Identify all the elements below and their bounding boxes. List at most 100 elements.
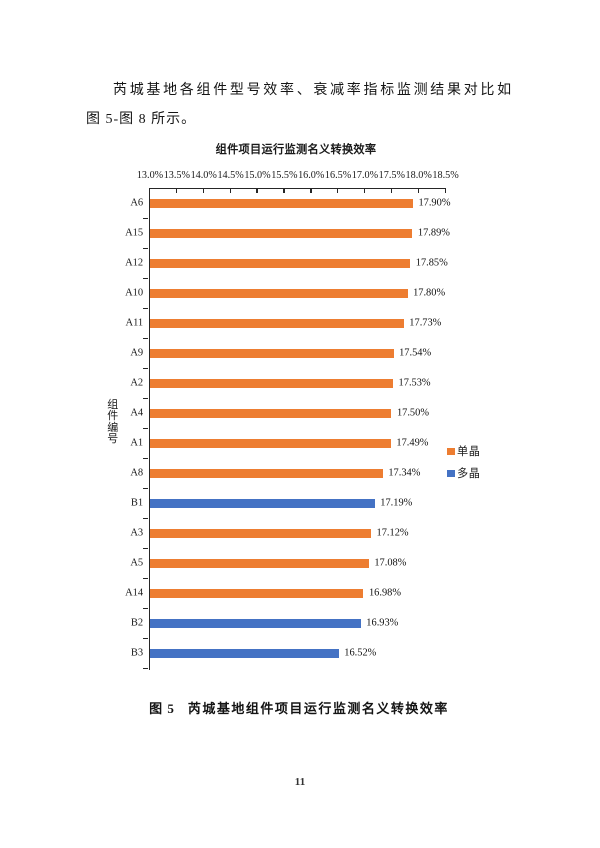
- y-axis-tick: [143, 637, 149, 640]
- category-label-A1: A1: [130, 437, 144, 449]
- y-axis-tick: [143, 667, 149, 670]
- bar-A6: [149, 198, 413, 208]
- category-label-B2: B2: [130, 617, 144, 629]
- bar-A4: [149, 408, 392, 418]
- value-label-A6: 17.90%: [418, 197, 451, 209]
- bar-B1: [149, 498, 375, 508]
- legend-item-多晶: 多晶: [447, 466, 480, 480]
- x-axis-tick: [175, 188, 178, 193]
- x-axis-tick: [283, 188, 285, 193]
- bar-A1: [149, 438, 391, 448]
- legend-swatch-icon: [447, 447, 455, 455]
- y-axis-tick: [143, 337, 149, 340]
- plot-area: A6 17.90% A15 17.89% A12 17.85% A10 17.80% A11 17…: [125, 187, 450, 670]
- value-label-B3: 16.52%: [344, 647, 377, 659]
- x-tick-label: 18.5%: [432, 170, 459, 182]
- bar-A12: [149, 258, 411, 268]
- x-tick-label: 16.5%: [324, 170, 352, 182]
- bar-A3: [149, 528, 372, 538]
- chart-title: 组件项目运行监测名义转换效率: [215, 144, 377, 156]
- page-number: 11: [294, 776, 306, 788]
- x-tick-label: 13.0%: [136, 170, 164, 182]
- y-axis-tick: [143, 217, 149, 220]
- value-label-A14: 16.98%: [368, 587, 402, 599]
- body-paragraph: 芮城基地各组件型号效率、衰减率指标监测结果对比如图 5-图 8 所示。: [86, 76, 516, 134]
- category-label-A5: A5: [130, 557, 144, 569]
- legend-label: 单晶: [457, 446, 481, 458]
- value-label-A9: 17.54%: [399, 347, 432, 359]
- x-tick-label: 14.5%: [217, 170, 244, 182]
- figure-caption: 图 5 芮城基地组件项目运行监测名义转换效率: [0, 698, 598, 717]
- y-axis-title: 组件编号: [107, 398, 119, 446]
- bar-A8: [149, 468, 383, 478]
- x-axis-tick: [202, 188, 205, 193]
- value-label-A2: 17.53%: [398, 377, 431, 389]
- x-axis-tick: [363, 188, 366, 193]
- value-label-A12: 17.85%: [415, 257, 448, 269]
- category-label-A3: A3: [130, 527, 144, 539]
- category-label-A11: A11: [125, 317, 144, 329]
- value-label-A3: 17.12%: [376, 527, 409, 539]
- paragraph-line-2: 图 5-图 8 所示。: [86, 112, 197, 127]
- y-axis-tick: [143, 547, 149, 550]
- bar-A5: [149, 558, 369, 568]
- y-axis-tick: [143, 427, 149, 430]
- bar-B3: [149, 648, 339, 658]
- x-axis-tick: [256, 188, 258, 193]
- x-tick-label: 17.5%: [378, 170, 406, 182]
- x-axis-tick: [444, 188, 446, 193]
- bar-B2: [149, 618, 361, 628]
- value-label-B2: 16.93%: [366, 617, 399, 629]
- category-label-A4: A4: [130, 407, 144, 419]
- value-label-A15: 17.89%: [417, 227, 450, 239]
- bar-A2: [149, 378, 394, 388]
- value-label-A11: 17.73%: [409, 317, 442, 329]
- x-tick-label: 18.0%: [405, 170, 432, 182]
- legend: 单晶 多晶: [447, 444, 480, 488]
- y-axis-tick: [143, 487, 149, 490]
- paragraph-line-1: 芮城基地各组件型号效率、衰减率指标监测结果对比如: [113, 83, 514, 98]
- x-tick-label: 16.0%: [298, 170, 325, 182]
- value-label-A4: 17.50%: [396, 407, 429, 419]
- bar-A15: [149, 228, 413, 238]
- y-axis-title-char: 号: [107, 433, 119, 446]
- x-axis-tick: [310, 188, 312, 193]
- y-axis-tick: [143, 307, 149, 310]
- value-label-A1: 17.49%: [396, 437, 429, 449]
- y-axis-tick: [143, 277, 149, 280]
- y-axis-tick: [143, 457, 149, 460]
- legend-swatch-icon: [447, 469, 455, 477]
- bar-A14: [149, 588, 364, 598]
- y-axis-title-char: 件: [107, 410, 119, 423]
- value-label-A8: 17.34%: [388, 467, 421, 479]
- figure-caption-text: 芮城基地组件项目运行监测名义转换效率: [187, 701, 449, 716]
- category-label-A8: A8: [130, 467, 144, 479]
- category-label-B3: B3: [130, 647, 144, 659]
- x-tick-label: 17.0%: [351, 170, 379, 182]
- x-tick-label: 15.0%: [244, 170, 271, 182]
- y-axis-title-char: 组: [107, 398, 119, 411]
- x-axis-tick: [390, 188, 393, 193]
- x-tick-label: 13.5%: [163, 170, 191, 182]
- category-label-B1: B1: [130, 497, 144, 509]
- figure-caption-label: 图 5: [149, 701, 175, 716]
- x-tick-label: 14.0%: [190, 170, 217, 182]
- category-label-A9: A9: [130, 347, 144, 359]
- y-axis-title-char: 编: [107, 421, 119, 434]
- x-tick-label: 15.5%: [271, 170, 298, 182]
- y-axis-tick: [143, 367, 149, 370]
- value-label-A5: 17.08%: [374, 557, 407, 569]
- category-label-A2: A2: [130, 377, 144, 389]
- category-label-A12: A12: [125, 257, 144, 269]
- x-axis-tick: [229, 188, 231, 193]
- category-label-A15: A15: [125, 227, 144, 239]
- bar-A9: [149, 348, 394, 358]
- category-label-A14: A14: [125, 587, 144, 599]
- y-axis-tick: [143, 247, 149, 250]
- legend-label: 多晶: [457, 468, 481, 480]
- x-axis-tick: [417, 188, 420, 193]
- legend-item-单晶: 单晶: [447, 444, 480, 458]
- y-axis-tick: [143, 607, 149, 610]
- y-axis-tick: [143, 577, 149, 580]
